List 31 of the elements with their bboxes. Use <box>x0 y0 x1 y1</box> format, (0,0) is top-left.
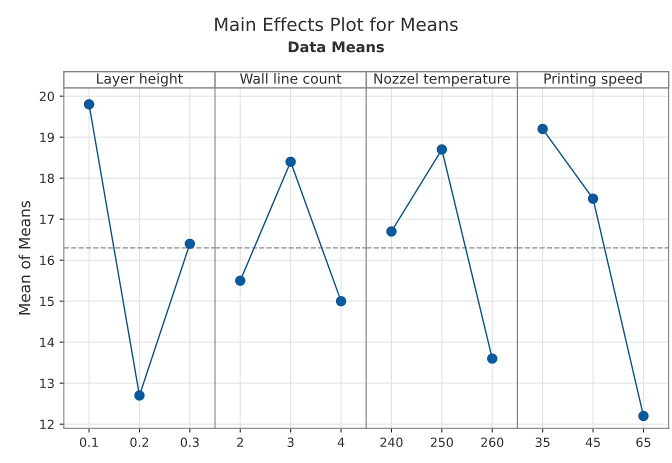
y-tick-label: 20 <box>40 92 54 102</box>
y-tick-label: 14 <box>40 338 54 347</box>
point <box>134 390 145 401</box>
point <box>84 99 94 110</box>
x-tick-label: 250 <box>430 438 453 447</box>
y-tick-label: 18 <box>40 174 54 184</box>
x-tick-label: 35 <box>536 438 550 447</box>
y-tick-label: 17 <box>40 214 54 224</box>
x-tick-label: 2 <box>237 438 243 447</box>
point <box>184 238 196 249</box>
x-tick-label: 3 <box>288 438 294 447</box>
x-tick-label: 0.2 <box>130 438 148 447</box>
text: Data Means <box>288 42 384 52</box>
y-tick-label: 12 <box>40 420 54 429</box>
text: Nozzel temperature <box>374 73 510 87</box>
y-tick-label: 19 <box>40 132 54 142</box>
x-tick-label: 65 <box>636 438 650 447</box>
x-tick-label: 45 <box>586 438 600 447</box>
text: Layer height <box>97 73 183 87</box>
x-tick-label: 0.1 <box>80 438 98 447</box>
x-tick-label: 260 <box>481 438 504 447</box>
y-tick-label: 16 <box>40 256 54 266</box>
y-tick-label: 13 <box>40 378 54 388</box>
text: Printing speed <box>544 73 642 87</box>
text: Wall line count <box>240 73 342 84</box>
text: Main Effects Plot for Means <box>215 17 458 32</box>
x-tick-label: 240 <box>380 438 403 447</box>
x-tick-label: 0.3 <box>180 438 199 447</box>
y-axis-title: Mean of Means <box>18 201 30 314</box>
y-tick-label: 15 <box>40 296 54 306</box>
x-tick-label: 4 <box>338 438 344 447</box>
